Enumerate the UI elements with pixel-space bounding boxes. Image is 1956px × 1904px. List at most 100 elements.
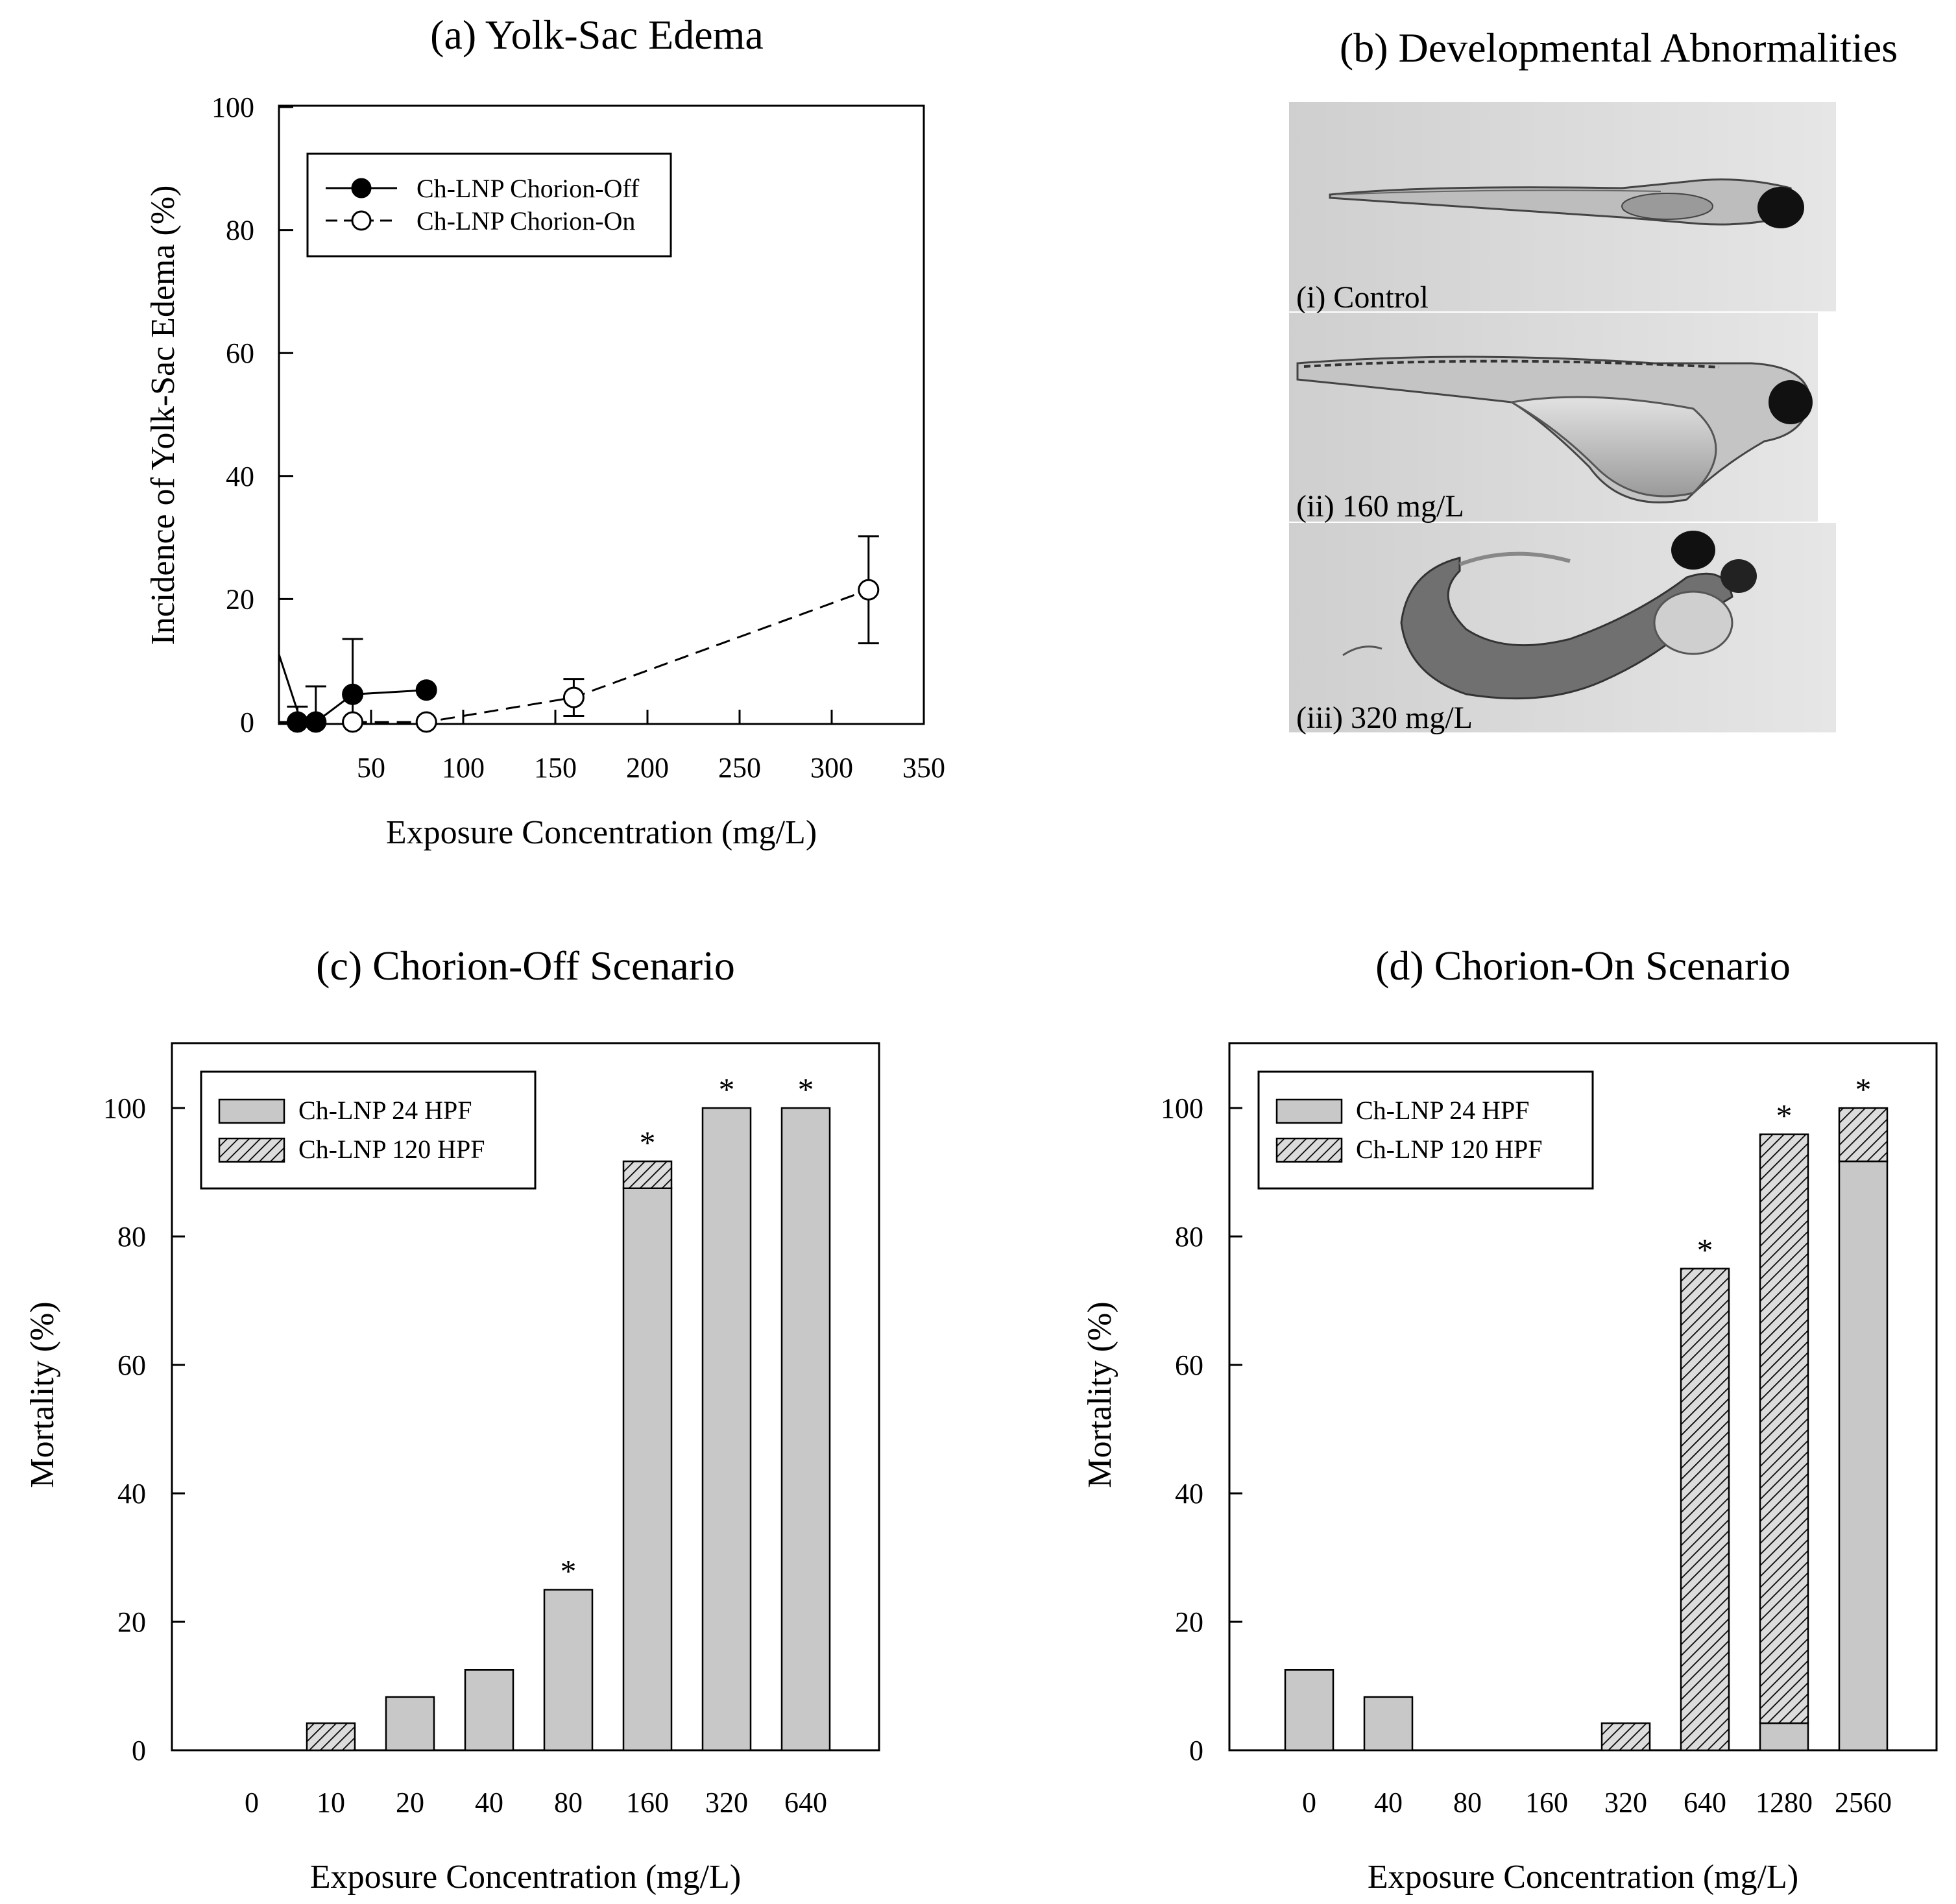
a-legend-box (306, 152, 672, 258)
photo-320: (iii) 320 mg/L (1289, 523, 1836, 735)
a-legend-on-marker (351, 210, 372, 231)
d-bar-24hpf (1838, 1160, 1889, 1752)
panel-c-x-axis-label: Exposure Concentration (mg/L) (310, 1859, 741, 1896)
panel-d-y-ticks: 0 20 40 60 80 100 (1161, 1092, 1242, 1766)
a-xtick-label: 50 (357, 752, 385, 784)
c-bar-24hpf (701, 1107, 752, 1752)
d-xtick-label: 160 (1525, 1787, 1568, 1818)
a-xtick-label: 300 (810, 752, 853, 784)
a-series-on-line (352, 588, 869, 723)
a-legend-label: Ch-LNP Chorion-On (417, 206, 635, 235)
c-ytick-label: 80 (117, 1221, 146, 1253)
a-point-on (858, 579, 880, 601)
larva-160-notochord (1303, 359, 1720, 368)
panel-a-x-ticks: 50 100 150 200 250 300 350 (357, 710, 945, 784)
photo-320-label: (iii) 320 mg/L (1296, 701, 1473, 735)
c-bar-120hpf (306, 1722, 356, 1752)
c-legend-box (200, 1070, 537, 1190)
c-significance-star: * (640, 1124, 656, 1161)
panel-b-developmental-abnormalities: (b) Developmental Abnormalities (i) Cont… (1289, 25, 1898, 735)
panel-d-x-axis-label: Exposure Concentration (mg/L) (1368, 1859, 1798, 1896)
larva-320-eye-left (1671, 531, 1715, 570)
d-legend-label: Ch-LNP 24 HPF (1356, 1096, 1529, 1125)
c-ytick-label: 20 (117, 1606, 146, 1638)
d-legend-swatch-24hpf (1275, 1098, 1343, 1124)
panel-c-plot-frame (171, 1042, 880, 1752)
photo-160-label: (ii) 160 mg/L (1296, 489, 1464, 524)
a-point-on (415, 711, 437, 733)
panel-a-yolk-sac-edema: (a) Yolk-Sac Edema Incidence of Yolk-Sac… (145, 12, 945, 851)
c-legend-swatch-120hpf (218, 1137, 285, 1163)
d-xtick-label: 640 (1684, 1787, 1726, 1818)
larva-control-eye (1757, 187, 1804, 228)
larva-320-eye-right (1721, 559, 1757, 593)
d-bar-120hpf (1680, 1268, 1730, 1752)
panel-d-chorion-on: (d) Chorion-On Scenario Mortality (%) Ex… (1081, 943, 1938, 1896)
d-xtick-label: 0 (1302, 1787, 1316, 1818)
a-legend-label: Ch-LNP Chorion-Off (417, 174, 640, 203)
a-point-on (342, 711, 364, 733)
c-significance-star: * (719, 1071, 735, 1107)
larva-320-edema (1653, 590, 1733, 655)
d-xtick-label: 80 (1453, 1787, 1482, 1818)
c-bar-24hpf (385, 1696, 435, 1752)
d-ytick-label: 0 (1189, 1735, 1203, 1766)
c-legend-swatch-24hpf (218, 1098, 285, 1124)
photo-control: (i) Control (1289, 102, 1836, 315)
d-bar-120hpf (1759, 1133, 1809, 1724)
c-xtick-label: 80 (554, 1787, 583, 1818)
larva-160-edema-yolk (1508, 396, 1717, 498)
panel-d-x-ticks: 0 40 80 160 320 640 1280 2560 (1302, 1787, 1892, 1818)
c-ytick-label: 40 (117, 1478, 146, 1510)
panel-a-y-ticks: 0 20 40 60 80 100 (211, 91, 293, 738)
a-ytick-label: 100 (211, 91, 254, 123)
a-ytick-label: 60 (226, 337, 254, 369)
panel-d-legend: Ch-LNP 24 HPF Ch-LNP 120 HPF (1257, 1070, 1594, 1190)
d-significance-star: * (1697, 1232, 1713, 1268)
photo-control-label: (i) Control (1296, 280, 1429, 315)
c-xtick-label: 0 (245, 1787, 259, 1818)
c-significance-star: * (561, 1553, 577, 1589)
larva-control-yolk (1621, 193, 1713, 220)
c-ytick-label: 0 (132, 1735, 146, 1766)
panel-a-plot-frame (278, 104, 925, 725)
a-edge-line (278, 654, 302, 723)
a-xtick-label: 350 (902, 752, 945, 784)
panel-a-y-axis-label: Incidence of Yolk-Sac Edema (%) (145, 186, 182, 645)
panel-a-legend: Ch-LNP Chorion-Off Ch-LNP Chorion-On (306, 152, 672, 258)
d-xtick-label: 1280 (1756, 1787, 1813, 1818)
panel-c-x-ticks: 0 10 20 40 80 160 320 640 (245, 1787, 827, 1818)
d-legend-label: Ch-LNP 120 HPF (1356, 1135, 1542, 1164)
d-xtick-label: 2560 (1835, 1787, 1892, 1818)
c-xtick-label: 40 (475, 1787, 503, 1818)
c-bar-24hpf (622, 1187, 673, 1752)
c-legend-label: Ch-LNP 120 HPF (298, 1135, 485, 1164)
panel-d-bars: * * * (1284, 1071, 1889, 1752)
c-ytick-label: 100 (103, 1092, 146, 1124)
a-ytick-label: 40 (226, 461, 254, 492)
a-point-on (562, 686, 585, 708)
a-xtick-label: 250 (718, 752, 761, 784)
panel-b-title: (b) Developmental Abnormalities (1340, 25, 1898, 71)
c-significance-star: * (798, 1071, 814, 1107)
c-bar-24hpf (780, 1107, 831, 1752)
d-legend-box (1257, 1070, 1594, 1190)
c-xtick-label: 20 (396, 1787, 424, 1818)
c-xtick-label: 640 (784, 1787, 827, 1818)
a-ytick-label: 0 (240, 706, 254, 738)
photo-160: (ii) 160 mg/L (1289, 313, 1818, 524)
a-ytick-label: 80 (226, 215, 254, 247)
larva-320-tail-fin (1458, 551, 1571, 566)
a-point-off (415, 679, 437, 701)
larva-320-debris (1342, 645, 1382, 657)
d-bar-24hpf (1363, 1696, 1414, 1752)
panel-a-series (278, 535, 880, 733)
d-xtick-label: 40 (1374, 1787, 1403, 1818)
c-xtick-label: 320 (705, 1787, 748, 1818)
panel-c-y-axis-label: Mortality (%) (24, 1301, 61, 1488)
d-bar-120hpf (1838, 1107, 1889, 1163)
panel-a-title: (a) Yolk-Sac Edema (430, 12, 764, 58)
d-significance-star: * (1776, 1098, 1793, 1134)
panel-a-x-axis-label: Exposure Concentration (mg/L) (386, 814, 817, 851)
